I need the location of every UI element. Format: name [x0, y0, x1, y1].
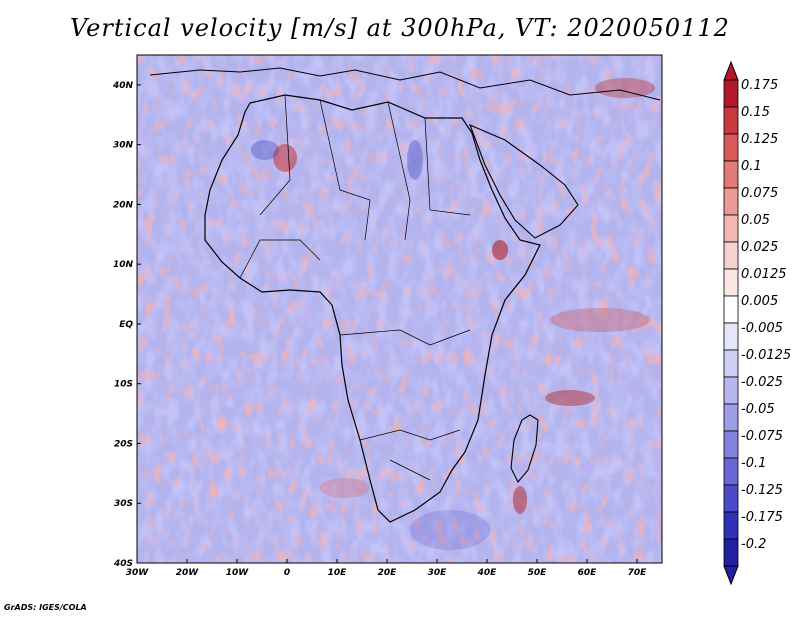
colorbar-swatch [723, 349, 739, 378]
lat-tick-label: 30S [114, 499, 133, 509]
colorbar: 0.175 0.15 0.125 0.1 0.075 0.05 0.025 0.0125 0.0… [723, 60, 791, 586]
colorbar-swatch [723, 376, 739, 405]
colorbar-swatch [723, 457, 739, 486]
europe-coastline [149, 67, 661, 101]
colorbar-label: -0.05 [741, 402, 775, 417]
lon-tick-label: 20E [378, 568, 398, 578]
lat-tick-label: 10N [113, 260, 134, 270]
lon-tick-label: 30W [126, 568, 150, 578]
colorbar-label: 0.125 [741, 132, 778, 147]
colorbar-label: 0.1 [741, 159, 762, 174]
map-frame [136, 54, 663, 564]
africa-coastline [204, 94, 541, 523]
colorbar-label: 0.05 [741, 213, 770, 228]
velocity-field [137, 55, 662, 563]
madagascar-coastline [510, 414, 539, 483]
colorbar-swatch [723, 538, 739, 567]
country-borders [239, 94, 471, 481]
colorbar-swatch [723, 160, 739, 189]
colorbar-swatch [723, 430, 739, 459]
colorbar-swatch [723, 403, 739, 432]
colorbar-swatch [723, 322, 739, 351]
lon-tick-label: 70E [628, 568, 648, 578]
colorbar-label: -0.075 [741, 429, 783, 444]
colorbar-top-arrow [723, 60, 739, 81]
lon-tick-label: 20W [176, 568, 200, 578]
lon-tick-label: 10W [226, 568, 250, 578]
lat-tick-label: 20N [113, 200, 134, 210]
colorbar-label: 0.005 [741, 294, 778, 309]
colorbar-label: -0.025 [741, 375, 783, 390]
lon-tick-label: 40E [477, 568, 498, 578]
colorbar-label: -0.2 [741, 537, 766, 552]
lat-tick-label: 40S [113, 559, 133, 569]
lon-tick-label: 60E [578, 568, 598, 578]
colorbar-bottom-arrow [723, 565, 739, 586]
colorbar-swatch [723, 295, 739, 324]
colorbar-label: 0.15 [741, 105, 770, 120]
credit-text: GrADS: IGES/COLA [4, 603, 87, 612]
colorbar-swatch [723, 79, 739, 108]
map-title: Vertical velocity [m/s] at 300hPa, VT: 2… [70, 14, 730, 42]
colorbar-swatch [723, 133, 739, 162]
colorbar-label: -0.1 [741, 456, 766, 471]
lat-tick-label: 40N [112, 81, 134, 91]
colorbar-label: 0.175 [741, 78, 778, 93]
lon-tick-label: 10E [328, 568, 348, 578]
arabia-coastline [469, 123, 579, 239]
lat-tick-label: 20S [114, 439, 133, 449]
colorbar-swatch [723, 511, 739, 540]
colorbar-label: -0.175 [741, 510, 783, 525]
colorbar-swatch [723, 106, 739, 135]
lon-tick-label: 0 [284, 568, 290, 578]
lon-tick-label: 30E [428, 568, 448, 578]
lon-tick-label: 50E [528, 568, 548, 578]
colorbar-swatch [723, 241, 739, 270]
colorbar-label: 0.075 [741, 186, 778, 201]
colorbar-swatch [723, 484, 739, 513]
colorbar-label: -0.125 [741, 483, 783, 498]
colorbar-label: -0.005 [741, 321, 783, 336]
colorbar-label: -0.0125 [741, 348, 791, 363]
lat-tick-label: 10S [114, 380, 133, 390]
colorbar-swatch [723, 187, 739, 216]
lat-tick-label: 30N [113, 141, 134, 151]
colorbar-swatch [723, 268, 739, 297]
lat-tick-label: EQ [119, 320, 133, 330]
colorbar-label: 0.0125 [741, 267, 787, 282]
colorbar-swatch [723, 214, 739, 243]
colorbar-label: 0.025 [741, 240, 778, 255]
